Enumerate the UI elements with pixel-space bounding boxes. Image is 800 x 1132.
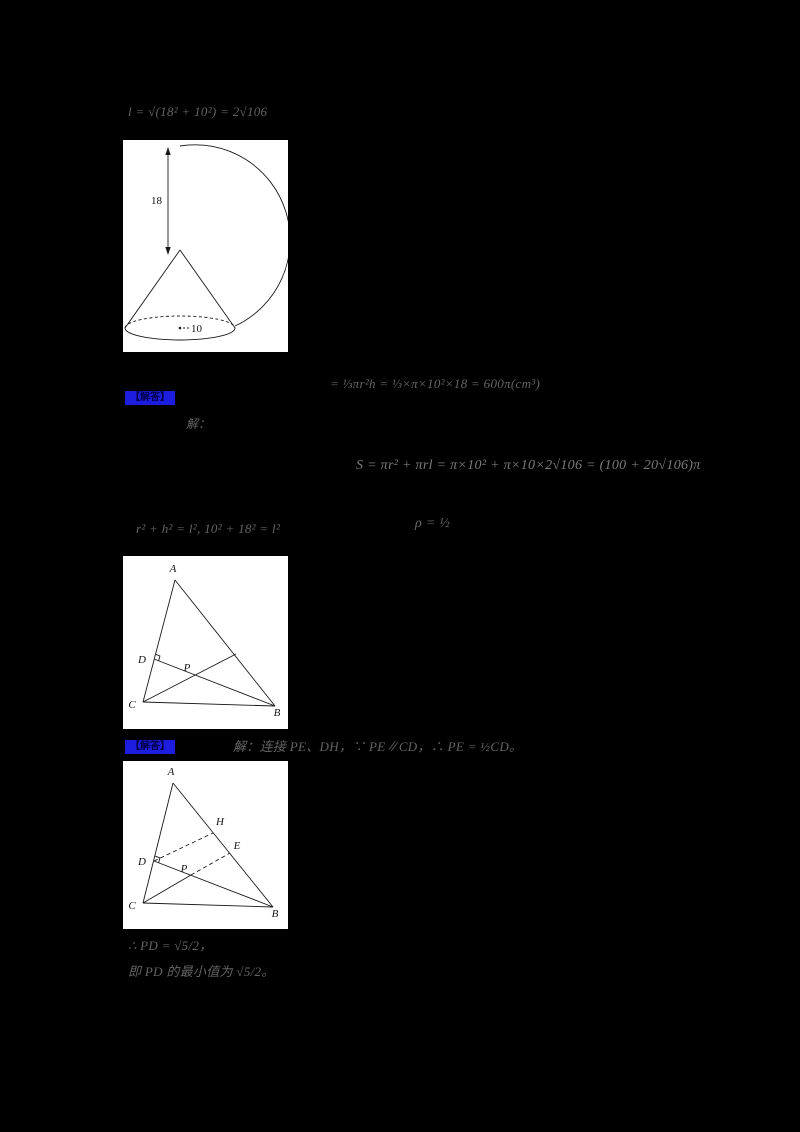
dashed-dh: [153, 832, 214, 862]
vertex-label-c: C: [128, 900, 136, 912]
vertex-label-a: A: [167, 766, 175, 778]
radius-dimension-label: 10: [191, 323, 203, 335]
point-label-h: H: [215, 816, 225, 828]
figure-triangle-1: A C B D P: [123, 556, 288, 729]
base-ellipse-front: [124, 327, 236, 341]
triangle2-figure-svg: A C B D P H E: [128, 766, 279, 920]
solution-badge-1: 【解答】: [125, 391, 175, 405]
arrowhead-up-icon: [165, 147, 171, 155]
figure-triangle-2: A C B D P H E: [123, 761, 288, 929]
side-ac: [142, 782, 174, 904]
math-note-mid: ρ = ½: [415, 516, 451, 531]
side-ab: [174, 579, 276, 707]
point-label-d: D: [137, 654, 146, 666]
solution-badge-2: 【解答】: [125, 740, 175, 754]
math-line-top: l = √(18² + 10²) = 2√106: [128, 104, 268, 119]
figure-cone: 18 10: [123, 140, 288, 352]
segment-cp: [142, 874, 192, 904]
vertex-label-b: B: [274, 707, 281, 719]
cevian-db: [153, 658, 276, 707]
math-note-left: r² + h² = l², 10² + 18² = l²: [136, 521, 281, 536]
cone-figure-svg: 18 10: [124, 144, 288, 341]
conclusion-line-1: ∴ PD = √5/2，: [128, 938, 213, 953]
conclusion-line-2: 即 PD 的最小值为 √5/2。: [128, 964, 275, 979]
sector-arc: [179, 144, 288, 327]
base-center-dot: [178, 326, 182, 330]
side-ab: [172, 782, 274, 908]
vertex-label-b: B: [272, 908, 279, 920]
base-ellipse-back: [124, 315, 236, 329]
side-ac: [142, 579, 176, 703]
cevian-db: [153, 860, 274, 908]
cevian-ce: [142, 653, 237, 703]
jie-label: 解：: [186, 417, 211, 431]
side-cb: [142, 701, 276, 707]
math-equation: S = πr² + πrl = π×10² + π×10×2√106 = (10…: [356, 458, 701, 473]
dashed-pe: [190, 852, 231, 876]
cone-left-edge: [124, 249, 181, 329]
arrowhead-down-icon: [165, 247, 171, 255]
math-line-volume: = ⅓πr²h = ⅓×π×10²×18 = 600π(cm³): [330, 376, 541, 391]
right-angle-mark: [155, 653, 161, 661]
triangle2-lines: [142, 782, 274, 908]
side-cb: [142, 902, 274, 908]
math-line-solution2: 解：连接 PE、DH，∵ PE∥CD，∴ PE = ½CD。: [233, 739, 523, 754]
point-label-p: P: [180, 863, 188, 875]
vertex-label-c: C: [128, 699, 136, 711]
right-angle-mark: [155, 855, 161, 863]
vertex-label-a: A: [169, 563, 177, 575]
triangle1-figure-svg: A C B D P: [128, 563, 281, 719]
point-label-e: E: [233, 840, 241, 852]
height-dimension-label: 18: [151, 195, 163, 207]
point-label-d: D: [137, 856, 146, 868]
cone-right-edge: [179, 249, 236, 329]
triangle1-lines: [142, 579, 276, 707]
cone-figure-lines: [124, 144, 288, 341]
point-label-p: P: [183, 662, 191, 674]
